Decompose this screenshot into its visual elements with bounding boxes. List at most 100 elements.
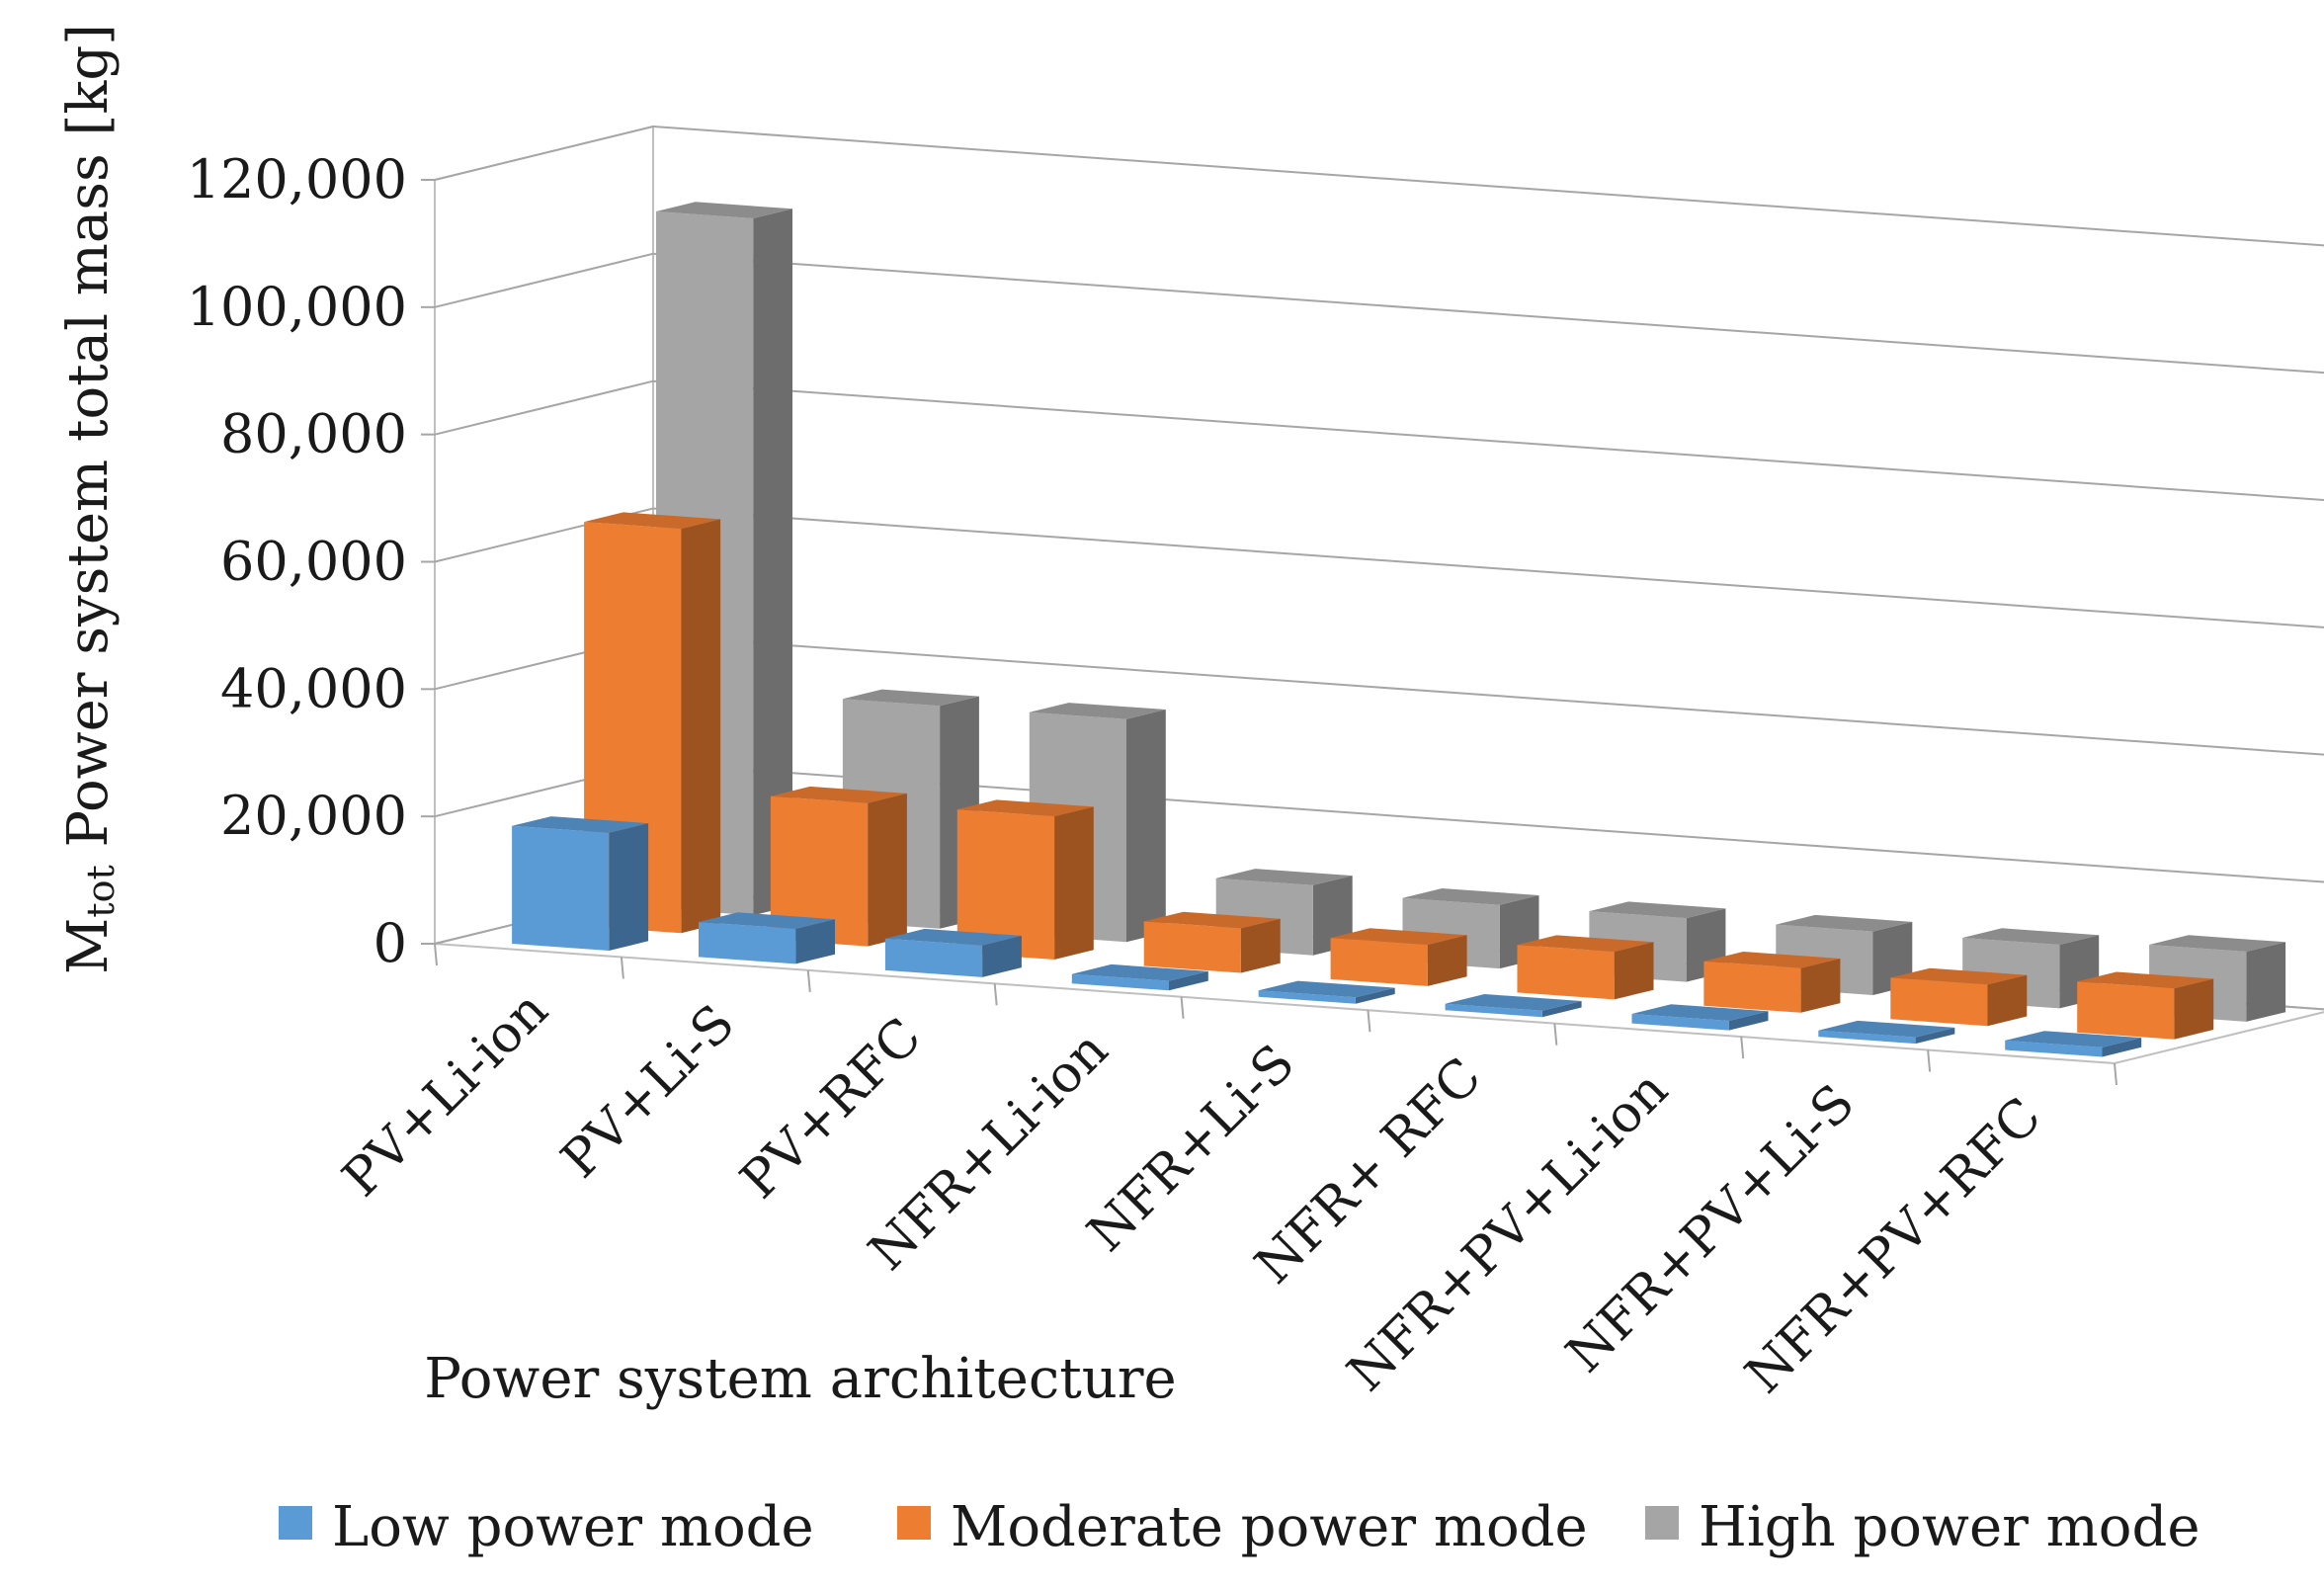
bar-side [1614,942,1654,1000]
x-tick-mark [806,969,811,992]
gridline [434,252,2324,375]
y-axis-title-subscript: tot [79,865,123,917]
bar-top [1776,914,1913,932]
y-tick-label: 100,000 [187,276,407,338]
bar-side [1728,1011,1769,1031]
bar-top [1071,963,1208,981]
bar-top [1215,869,1353,885]
legend-label: High power mode [1699,1495,2200,1559]
bar-front [1445,1003,1542,1018]
bar-side [1355,987,1395,1004]
bar-front [770,795,869,947]
x-tick-label: PV+RFC [729,1007,933,1211]
bar-top [584,512,721,530]
bar-top [1890,967,2028,985]
x-tick-mark [434,943,438,966]
legend: Low power mode Moderate power mode High po… [279,1495,2200,1559]
bar-front [1517,945,1615,1000]
bar [1143,911,1281,973]
bar-front [956,809,1055,960]
bar-front [512,825,610,951]
gridline [434,125,2324,247]
bar-top [2149,935,2286,952]
bar-side [795,919,835,964]
x-tick-mark [1367,1010,1371,1033]
bar-top [1703,952,1841,968]
bar-front [1071,973,1169,991]
legend-swatch [1645,1506,1679,1540]
y-tick-label: 80,000 [220,403,407,465]
bar-side [868,793,907,947]
bar-side [2174,978,2214,1040]
bar-front [1143,921,1241,973]
bar [1071,963,1208,991]
bar-side [609,823,649,951]
x-tick-mark [1553,1023,1558,1046]
bar [770,786,907,947]
bar [512,816,649,951]
bar-top [1589,901,1726,919]
legend-label: Low power mode [332,1495,814,1559]
x-tick-mark [1180,996,1185,1019]
bar [1631,1004,1769,1031]
y-tick-label: 40,000 [220,657,407,719]
bar-top [1258,980,1395,998]
bar-top [2005,1031,2142,1047]
x-tick-label: PV+Li-S [550,994,746,1190]
bar-side [1169,970,1208,991]
bar-top [842,689,979,707]
bar-top [1517,935,1654,953]
bar-side [681,519,721,934]
bar-side [2246,942,2286,1022]
bar-top [956,799,1094,817]
x-tick-mark [620,957,624,979]
bar [2077,971,2214,1040]
x-tick-mark [1927,1049,1932,1072]
bar-top [1445,994,1582,1011]
bar-side [982,935,1022,977]
bar-top [656,202,792,218]
y-tick-label: 20,000 [220,785,407,847]
bar-front [1703,961,1801,1013]
bar [1445,994,1582,1018]
gridline [434,507,2324,628]
bar-side [1240,918,1281,973]
bar-top [1029,703,1166,719]
y-tick-label: 0 [374,912,407,974]
bar-side [1987,974,2028,1027]
bar-top [1818,1020,1955,1038]
bars [512,202,2286,1057]
bar-top [770,786,907,803]
y-tick-label: 60,000 [220,531,407,593]
bar-side [1800,959,1841,1013]
bar-side [1126,710,1166,943]
bar [1258,980,1395,1004]
bar [1703,952,1841,1013]
x-axis-ticks: PV+Li-ionPV+Li-SPV+RFCNFR+Li-ionNFR+Li-S… [332,943,2117,1405]
bar-top [1631,1004,1769,1021]
bar-front [1631,1014,1729,1031]
x-axis-title: Power system architecture [424,1347,1176,1411]
y-tick-label: 120,000 [187,148,407,210]
y-axis-ticks: 0 20,000 40,000 60,000 80,000 100,000 120,000 [187,148,407,974]
legend-swatch [279,1506,312,1540]
x-tick-mark [1740,1037,1745,1059]
bar [884,928,1022,977]
legend-label: Moderate power mode [951,1495,1588,1559]
x-tick-mark [993,983,998,1006]
bar-top [2077,971,2214,989]
bar-top [1402,888,1539,905]
x-tick-label: PV+Li-ion [332,980,560,1209]
bar-side [1915,1027,1955,1045]
bar-front [2077,981,2175,1040]
bar-top [1330,928,1467,946]
bar [1517,935,1654,1000]
bar-side [1541,1001,1582,1018]
bar-front [1890,977,1988,1027]
bar-front [1818,1030,1916,1045]
y-axis-title: Mtot Power system total mass [kg] [56,24,123,974]
bar-front [699,922,796,964]
bar-top [1143,911,1281,929]
bar [956,799,1094,960]
